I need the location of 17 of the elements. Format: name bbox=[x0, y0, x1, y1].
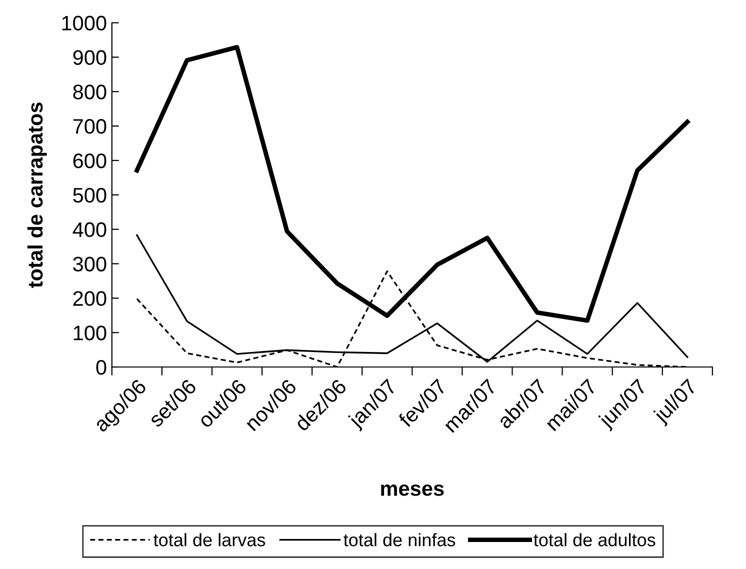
y-tick-label: 900 bbox=[73, 50, 106, 65]
y-tick-label: 200 bbox=[73, 291, 106, 306]
y-tick-label: 800 bbox=[73, 84, 106, 100]
y-tick-label: 600 bbox=[73, 153, 106, 168]
y-tick-label: 100 bbox=[74, 326, 106, 340]
y-tick-label: 1000 bbox=[62, 16, 106, 31]
y-tick-label: 300 bbox=[73, 256, 106, 272]
y-axis-title: total de carrapatos bbox=[27, 102, 47, 288]
y-tick-label: 0 bbox=[96, 360, 106, 375]
x-axis-title: meses bbox=[381, 484, 444, 496]
legend-label: total de larvas bbox=[154, 533, 266, 546]
y-tick-label: 500 bbox=[73, 188, 106, 203]
y-tick-label: 700 bbox=[73, 119, 106, 134]
legend-label: total de ninfas bbox=[344, 533, 456, 546]
legend-label: total de adultos bbox=[534, 533, 656, 546]
line-series bbox=[136, 234, 688, 363]
y-tick-label: 400 bbox=[72, 222, 106, 238]
